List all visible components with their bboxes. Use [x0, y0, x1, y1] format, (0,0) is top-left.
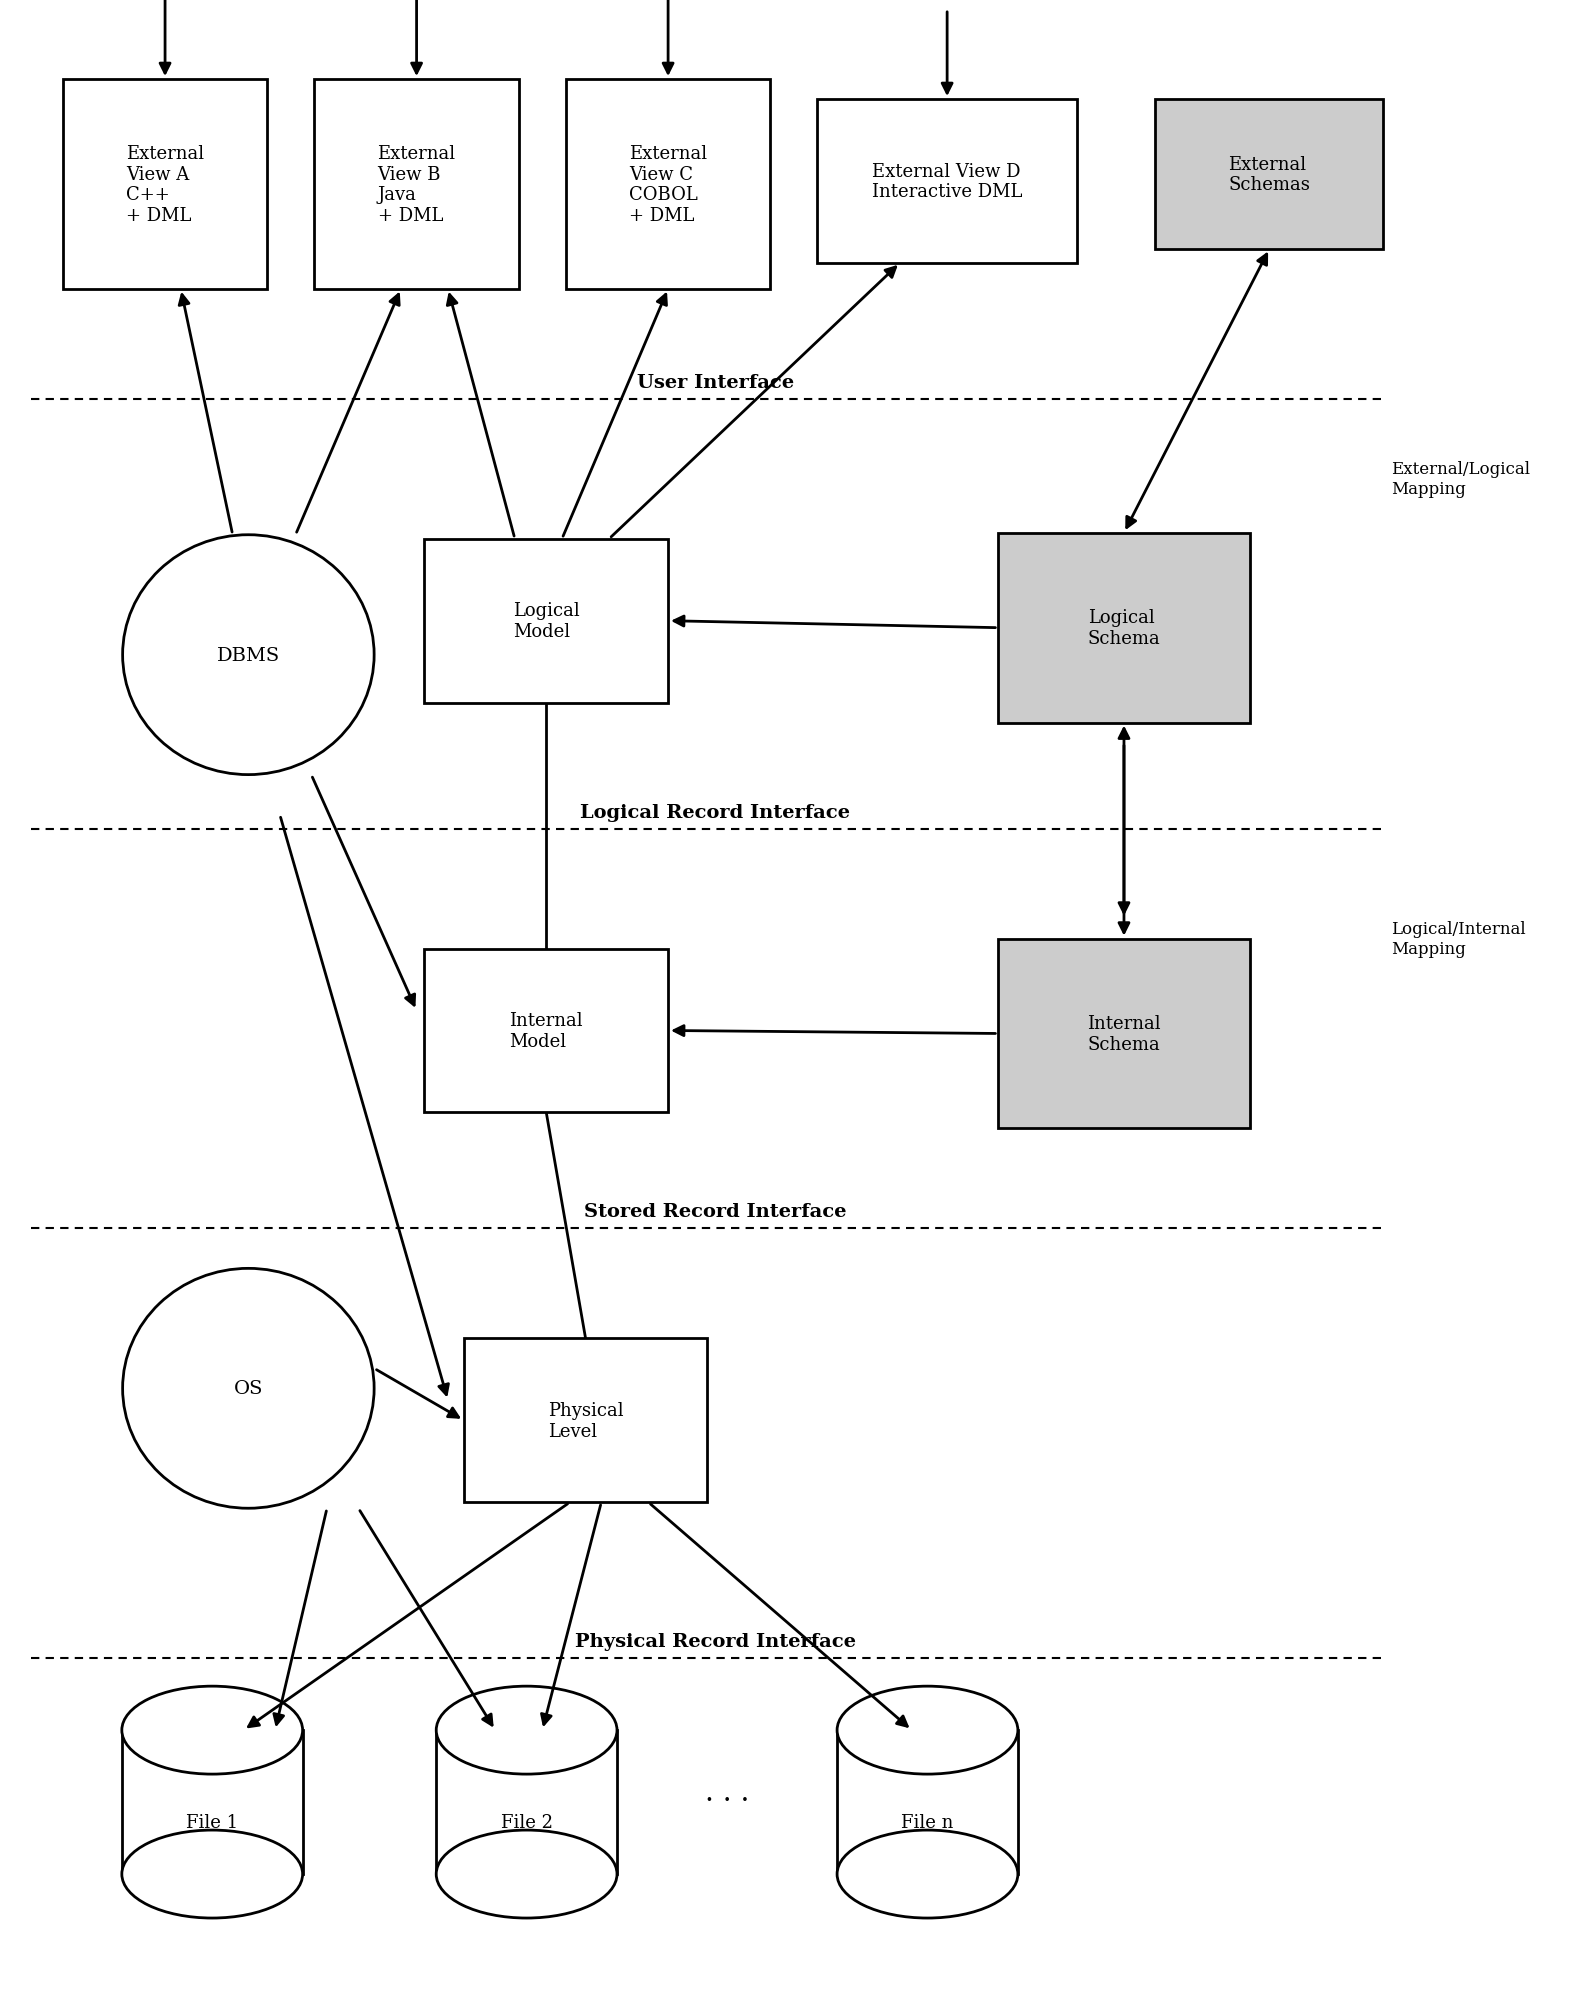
- Text: Internal
Schema: Internal Schema: [1088, 1015, 1160, 1053]
- FancyBboxPatch shape: [464, 1339, 707, 1502]
- Ellipse shape: [123, 1269, 374, 1508]
- Ellipse shape: [836, 1830, 1019, 1918]
- Text: Physical
Level: Physical Level: [547, 1401, 624, 1441]
- FancyBboxPatch shape: [63, 80, 267, 290]
- Ellipse shape: [123, 1686, 303, 1774]
- Text: External/Logical
Mapping: External/Logical Mapping: [1391, 462, 1530, 498]
- Text: Stored Record Interface: Stored Record Interface: [585, 1203, 846, 1221]
- Text: User Interface: User Interface: [637, 374, 794, 392]
- Ellipse shape: [836, 1686, 1019, 1774]
- FancyBboxPatch shape: [437, 1730, 616, 1874]
- Text: External View D
Interactive DML: External View D Interactive DML: [872, 162, 1022, 202]
- Text: External
Schemas: External Schemas: [1228, 156, 1311, 194]
- FancyBboxPatch shape: [314, 80, 519, 290]
- Text: External
View B
Java
+ DML: External View B Java + DML: [377, 144, 456, 226]
- FancyBboxPatch shape: [123, 1730, 303, 1874]
- FancyBboxPatch shape: [998, 939, 1250, 1129]
- Text: . . .: . . .: [704, 1778, 750, 1806]
- Ellipse shape: [123, 535, 374, 775]
- FancyBboxPatch shape: [817, 100, 1077, 264]
- FancyBboxPatch shape: [424, 949, 668, 1113]
- FancyBboxPatch shape: [998, 533, 1250, 723]
- Text: Physical Record Interface: Physical Record Interface: [575, 1632, 855, 1650]
- Ellipse shape: [437, 1686, 616, 1774]
- Text: OS: OS: [234, 1379, 263, 1399]
- Text: Logical
Model: Logical Model: [512, 601, 580, 641]
- FancyBboxPatch shape: [566, 80, 770, 290]
- Text: File 2: File 2: [500, 1812, 553, 1832]
- FancyBboxPatch shape: [1155, 100, 1383, 250]
- Text: File 1: File 1: [185, 1812, 239, 1832]
- Text: External
View A
C++
+ DML: External View A C++ + DML: [126, 144, 204, 226]
- Text: Logical
Schema: Logical Schema: [1088, 609, 1160, 647]
- Text: DBMS: DBMS: [217, 645, 280, 665]
- Text: Internal
Model: Internal Model: [509, 1011, 583, 1051]
- Text: Logical Record Interface: Logical Record Interface: [580, 803, 850, 821]
- FancyBboxPatch shape: [836, 1730, 1019, 1874]
- Ellipse shape: [437, 1830, 616, 1918]
- Text: Logical/Internal
Mapping: Logical/Internal Mapping: [1391, 921, 1526, 957]
- Text: External
View C
COBOL
+ DML: External View C COBOL + DML: [629, 144, 707, 226]
- FancyBboxPatch shape: [424, 539, 668, 703]
- Text: File n: File n: [901, 1812, 954, 1832]
- Ellipse shape: [123, 1830, 303, 1918]
